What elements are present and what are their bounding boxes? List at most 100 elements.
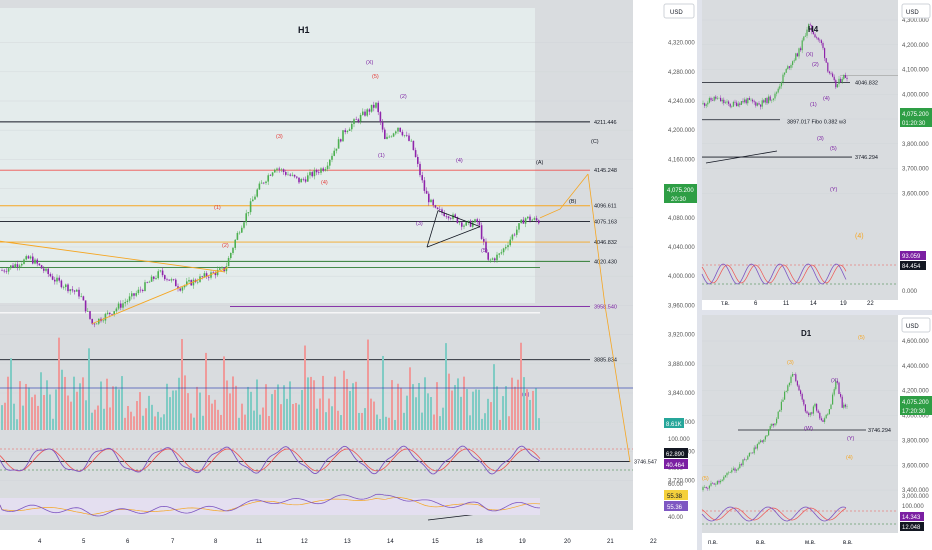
h1-volume-bar [16, 419, 18, 430]
h1-volume-bar [316, 408, 318, 430]
h1-volume-bar [25, 383, 27, 430]
h1-volume-bar [520, 342, 522, 430]
h1-volume-bar [217, 409, 219, 430]
h1-candle-body [353, 119, 355, 124]
d1-panel: 3746.294 (5) (3) (W) (X) (Y) (4) (5) D1 4,600.… [701, 315, 932, 550]
h1-candle-body [265, 181, 267, 184]
h1-candle-body [357, 119, 360, 122]
h4-stoch-tag-2-value: 84.454 [902, 264, 921, 270]
h1-candle-body [236, 232, 239, 240]
d1-grid [702, 340, 898, 491]
h4-price-axis-label: 3,700.000 [902, 167, 929, 173]
h1-candle-body [478, 221, 481, 226]
h1-volume-bar [64, 376, 66, 430]
h4-candle-body [809, 24, 811, 26]
h1-candle-body [27, 256, 30, 259]
d1-time-axis[interactable]: п.в. в.в. м.в. в.в. [708, 540, 853, 546]
h1-volume-bar [454, 385, 456, 430]
d1-candle-body [846, 406, 848, 407]
h1-volume-bar [91, 412, 93, 430]
h1-volume-bar [223, 356, 225, 430]
d1-candles [702, 371, 848, 492]
h1-volume-bar [253, 410, 255, 430]
h1-candle-body [137, 289, 140, 294]
h1-volume-bar [172, 390, 174, 430]
h4-candle-body [771, 99, 773, 101]
h1-volume-bar [13, 403, 15, 430]
h4-plot-area[interactable] [702, 0, 898, 300]
h1-time-axis[interactable]: 4 5 6 7 8 11 12 13 14 15 18 19 20 21 22 [38, 539, 657, 545]
panel-divider-horizontal[interactable] [702, 310, 932, 315]
h1-volume-bar [28, 387, 30, 430]
h1-time-label: 18 [476, 539, 483, 545]
h4-price-tag-value: 4,075.200 [902, 112, 929, 118]
d1-candle-body [787, 385, 789, 392]
h4-time-label: 22 [867, 301, 874, 307]
h4-time-axis[interactable]: т.в. 6 11 14 19 22 [721, 301, 874, 307]
h1-candle-body [491, 258, 494, 260]
h1-wave-label: (2) [222, 243, 229, 249]
h1-volume-bar [487, 398, 489, 430]
h1-price-axis-label: 4,160.000 [668, 157, 695, 163]
d1-price-axis[interactable]: 4,600.000 4,400.000 4,200.000 4,000.000 3,80… [902, 339, 929, 494]
h4-candle-body [843, 74, 845, 79]
h1-level-label: 4145.248 [594, 168, 617, 174]
d1-level-label: 3746.294 [868, 428, 891, 434]
panel-divider-vertical[interactable] [697, 0, 702, 550]
h1-candle-body [485, 241, 487, 253]
h1-candle-body [351, 123, 353, 130]
h4-currency-button[interactable] [901, 3, 931, 19]
h1-volume-bar [214, 399, 216, 430]
h1-candle-body [170, 279, 173, 281]
h4-time-label: 11 [783, 301, 790, 307]
h1-candle-body [529, 216, 531, 221]
h4-candle-body [812, 31, 814, 35]
h1-volume-bar [70, 401, 72, 430]
h1-volume-bar [145, 408, 147, 430]
h1-stoch-d-value: 40.464 [666, 463, 685, 469]
h1-level-label: 4075.163 [594, 219, 617, 225]
d1-plot-area[interactable] [702, 315, 898, 533]
h1-candle-body [142, 290, 144, 291]
h1-price-axis-label: 4,240.000 [668, 99, 695, 105]
h1-price-axis-label: 4,000.000 [668, 274, 695, 280]
h1-candle-body [397, 127, 399, 132]
d1-price-axis-label: 4,200.000 [902, 389, 929, 395]
h1-volume-bar [250, 391, 252, 430]
d1-candle-body [713, 483, 715, 485]
h1-candle-body [461, 222, 463, 227]
d1-candle-body [716, 481, 718, 485]
h1-volume-bar [157, 411, 159, 430]
h1-candle-body [359, 114, 362, 122]
h1-currency-button[interactable] [663, 3, 695, 19]
d1-candle-body [843, 404, 845, 408]
h1-candle-body [67, 284, 69, 292]
d1-currency-button[interactable] [901, 317, 931, 333]
h1-volume-bar [403, 412, 405, 430]
h1-volume [1, 337, 540, 430]
h1-candle-body [423, 180, 426, 191]
h1-candle-body [524, 218, 527, 224]
h1-candle-body [375, 102, 377, 108]
d1-candle-body [798, 385, 800, 391]
h1-volume-bar [358, 412, 360, 430]
h1-price-axis-label: 3,840.000 [668, 391, 695, 397]
h1-candle-body [40, 265, 43, 269]
h1-volume-bar [298, 404, 300, 430]
d1-candle-body [732, 468, 734, 471]
d1-candle-body [747, 456, 749, 460]
h1-candle-body [111, 313, 113, 315]
d1-candle-body [723, 476, 725, 480]
h1-candle-body [392, 133, 395, 137]
h1-rsi-tag-1 [664, 490, 688, 500]
h1-candle-body [309, 172, 311, 176]
h4-candle-body [720, 97, 722, 102]
h1-candle-body [183, 285, 186, 288]
h4-wave-label: (5) [830, 146, 837, 152]
h1-candle-body [304, 179, 307, 182]
d1-title: D1 [801, 329, 812, 338]
h1-volume-bar [184, 375, 186, 430]
h1-price-axis-label: 4,320.000 [668, 41, 695, 47]
h1-candle-body [401, 131, 404, 136]
h1-candle-body [181, 287, 184, 291]
